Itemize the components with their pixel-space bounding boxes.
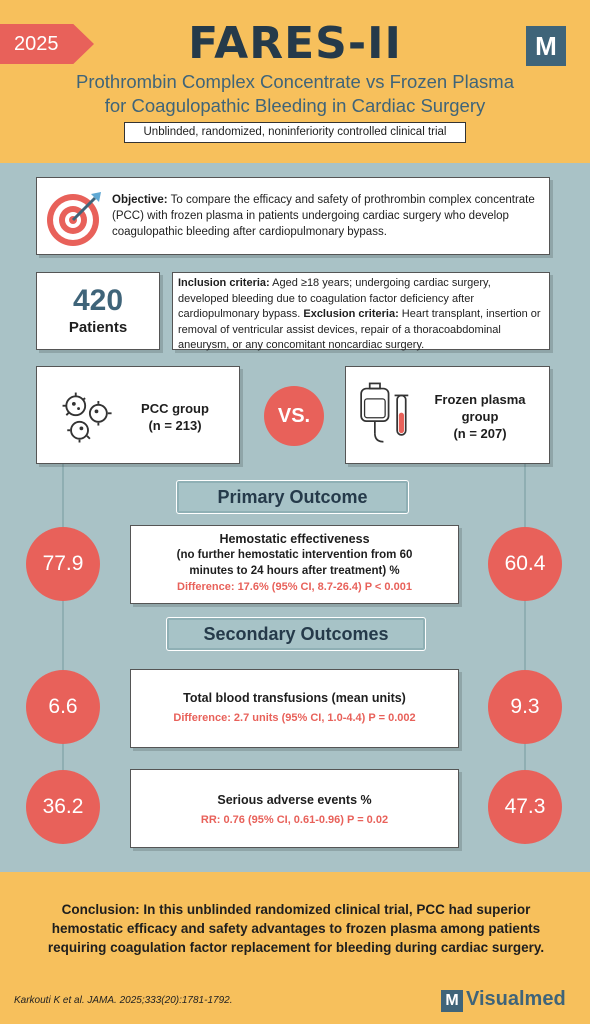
pcc-transfusion-value: 6.6 xyxy=(26,670,100,744)
versus-badge: VS. xyxy=(264,386,324,446)
objective-text: Objective: To compare the efficacy and s… xyxy=(112,192,542,240)
pcc-group-n: (n = 213) xyxy=(148,418,202,433)
conclusion-text: Conclusion: In this unblinded randomized… xyxy=(26,900,566,957)
patient-count: 420 xyxy=(72,284,124,317)
citation: Karkouti K et al. JAMA. 2025;333(20):178… xyxy=(14,995,233,1006)
pcc-timeline-line xyxy=(62,464,64,844)
criteria-card: Inclusion criteria: Aged ≥18 years; unde… xyxy=(172,272,550,351)
plasma-bag-icon xyxy=(360,382,409,443)
ffp-adverse-value: 47.3 xyxy=(488,770,562,844)
ffp-timeline-line xyxy=(524,464,526,844)
adverse-difference: RR: 0.76 (95% CI, 0.61-0.96) P = 0.02 xyxy=(200,814,389,826)
primary-title-3: minutes to 24 hours after treatment) % xyxy=(189,565,400,577)
objective-card: Objective: To compare the efficacy and s… xyxy=(36,177,550,255)
trial-design-label: Unblinded, randomized, noninferiority co… xyxy=(124,122,466,143)
ffp-group-card: Frozen plasma group (n = 207) xyxy=(345,366,550,464)
virus-cells-icon xyxy=(62,392,112,443)
pcc-adverse-value: 36.2 xyxy=(26,770,100,844)
inclusion-label: Inclusion criteria: xyxy=(178,277,270,289)
ffp-primary-value: 60.4 xyxy=(488,527,562,601)
exclusion-label: Exclusion criteria: xyxy=(303,308,399,320)
ffp-group-name-2: group xyxy=(461,409,499,424)
transfusion-title: Total blood transfusions (mean units) xyxy=(183,691,406,705)
logo-icon: M xyxy=(526,26,566,66)
primary-outcome-heading: Primary Outcome xyxy=(176,480,409,514)
conclusion-body: In this unblinded randomized clinical tr… xyxy=(47,902,545,955)
brand-mark-icon: M xyxy=(441,990,463,1012)
primary-difference: Difference: 17.6% (95% CI, 8.7-26.4) P <… xyxy=(177,581,412,593)
ffp-group-name-1: Frozen plasma xyxy=(434,392,526,407)
conclusion-band: Conclusion: In this unblinded randomized… xyxy=(0,872,590,1024)
brand-name: Visualmed xyxy=(466,988,566,1010)
objective-label: Objective: xyxy=(112,194,168,206)
year-badge: 2025 xyxy=(0,24,94,64)
patient-label: Patients xyxy=(68,319,128,336)
adverse-title: Serious adverse events % xyxy=(217,793,372,807)
conclusion-label: Conclusion: xyxy=(61,902,140,917)
ffp-group-n: (n = 207) xyxy=(453,426,507,441)
transfusion-outcome-card: Total blood transfusions (mean units) Di… xyxy=(130,669,459,748)
secondary-outcomes-heading: Secondary Outcomes xyxy=(166,617,426,651)
adverse-outcome-card: Serious adverse events % RR: 0.76 (95% C… xyxy=(130,769,459,848)
pcc-group-card: PCC group (n = 213) xyxy=(36,366,240,464)
pcc-group-label: PCC group (n = 213) xyxy=(125,400,225,434)
header-band: 2025 FARES-II M Prothrombin Complex Conc… xyxy=(0,0,590,163)
pcc-group-name: PCC group xyxy=(141,401,209,416)
page-title: FARES-II xyxy=(188,18,402,69)
subtitle-line: for Coagulopathic Bleeding in Cardiac Su… xyxy=(104,95,486,116)
objective-body: To compare the efficacy and safety of pr… xyxy=(112,194,535,238)
subtitle: Prothrombin Complex Concentrate vs Froze… xyxy=(40,70,550,118)
transfusion-difference: Difference: 2.7 units (95% CI, 1.0-4.4) … xyxy=(173,712,416,724)
patients-card: 420 Patients xyxy=(36,272,160,350)
ffp-group-label: Frozen plasma group (n = 207) xyxy=(420,391,540,442)
subtitle-line: Prothrombin Complex Concentrate vs Froze… xyxy=(75,71,514,92)
primary-title-1: Hemostatic effectiveness xyxy=(219,532,370,546)
inclusion-text: Aged ≥18 years; undergoing cardiac surge… xyxy=(178,277,491,320)
pcc-primary-value: 77.9 xyxy=(26,527,100,601)
ffp-transfusion-value: 9.3 xyxy=(488,670,562,744)
exclusion-text: Heart transplant, insertion or removal o… xyxy=(178,308,541,351)
target-icon xyxy=(47,192,101,246)
primary-outcome-card: Hemostatic effectiveness (no further hem… xyxy=(130,525,459,604)
primary-title-2: (no further hemostatic intervention from… xyxy=(176,549,413,561)
